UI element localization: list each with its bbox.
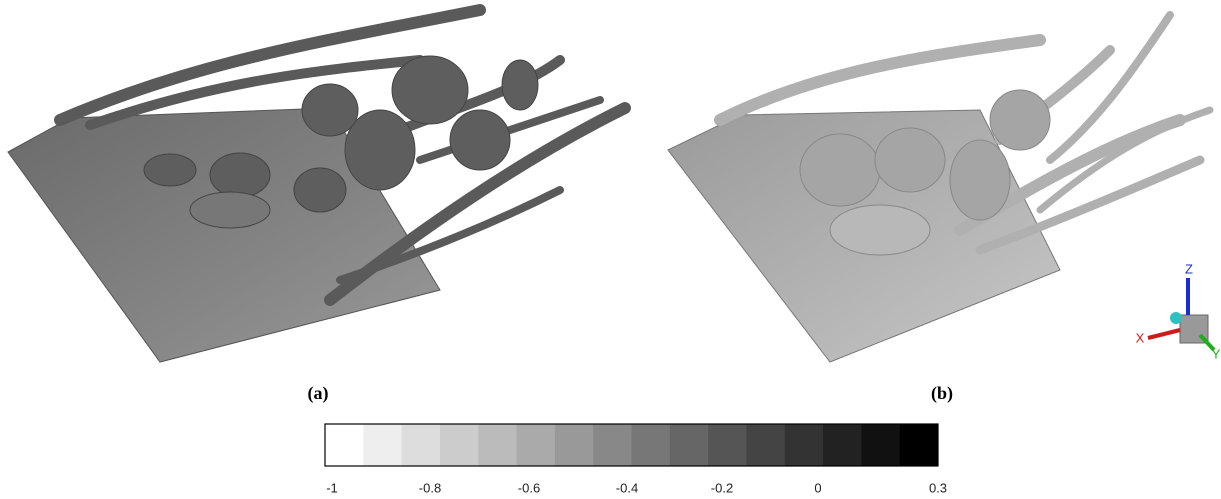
colorbar-swatch — [325, 424, 364, 466]
colorbar-swatch — [402, 424, 441, 466]
colorbar-swatch — [785, 424, 824, 466]
render-a — [8, 10, 625, 362]
colorbar-swatch — [670, 424, 709, 466]
colorbar-swatch — [861, 424, 900, 466]
colorbar-swatch — [440, 424, 479, 466]
colorbar-swatch — [632, 424, 671, 466]
colorbar-swatch — [593, 424, 632, 466]
triad-y: Y — [1212, 346, 1221, 361]
figure: Z X Y (a) (b) -1 -0.8 -0.6 -0.4 -0.2 0 0.3 — [0, 0, 1221, 499]
triad-z: Z — [1185, 261, 1193, 276]
colorbar-tick-label: -0.4 — [616, 480, 638, 495]
axis-triad: Z X Y — [1136, 261, 1221, 361]
colorbar-swatch — [900, 424, 939, 466]
colorbar-tick-label: -1 — [326, 480, 338, 495]
triad-x: X — [1136, 330, 1145, 345]
colorbar-swatch — [823, 424, 862, 466]
colorbar-swatch — [517, 424, 556, 466]
colorbar-swatch — [363, 424, 402, 466]
colorbar-tick-label: 0 — [814, 480, 821, 495]
render-b — [668, 15, 1210, 362]
colorbar-swatch — [478, 424, 517, 466]
colorbar-tick-label: 0.3 — [929, 480, 947, 495]
colorbar-swatch — [708, 424, 747, 466]
panel-label: (b) — [931, 383, 953, 404]
panel-label: (a) — [308, 383, 329, 404]
colorbar-tick-label: -0.8 — [419, 480, 441, 495]
colorbar-tick-label: -0.6 — [518, 480, 540, 495]
colorbar-tick-label: -0.2 — [711, 480, 733, 495]
colorbar-swatch — [555, 424, 594, 466]
colorbar: -1 -0.8 -0.6 -0.4 -0.2 0 0.3 — [325, 424, 947, 495]
figure-canvas: Z X Y (a) (b) -1 -0.8 -0.6 -0.4 -0.2 0 0.3 — [0, 0, 1221, 499]
colorbar-swatch — [746, 424, 785, 466]
